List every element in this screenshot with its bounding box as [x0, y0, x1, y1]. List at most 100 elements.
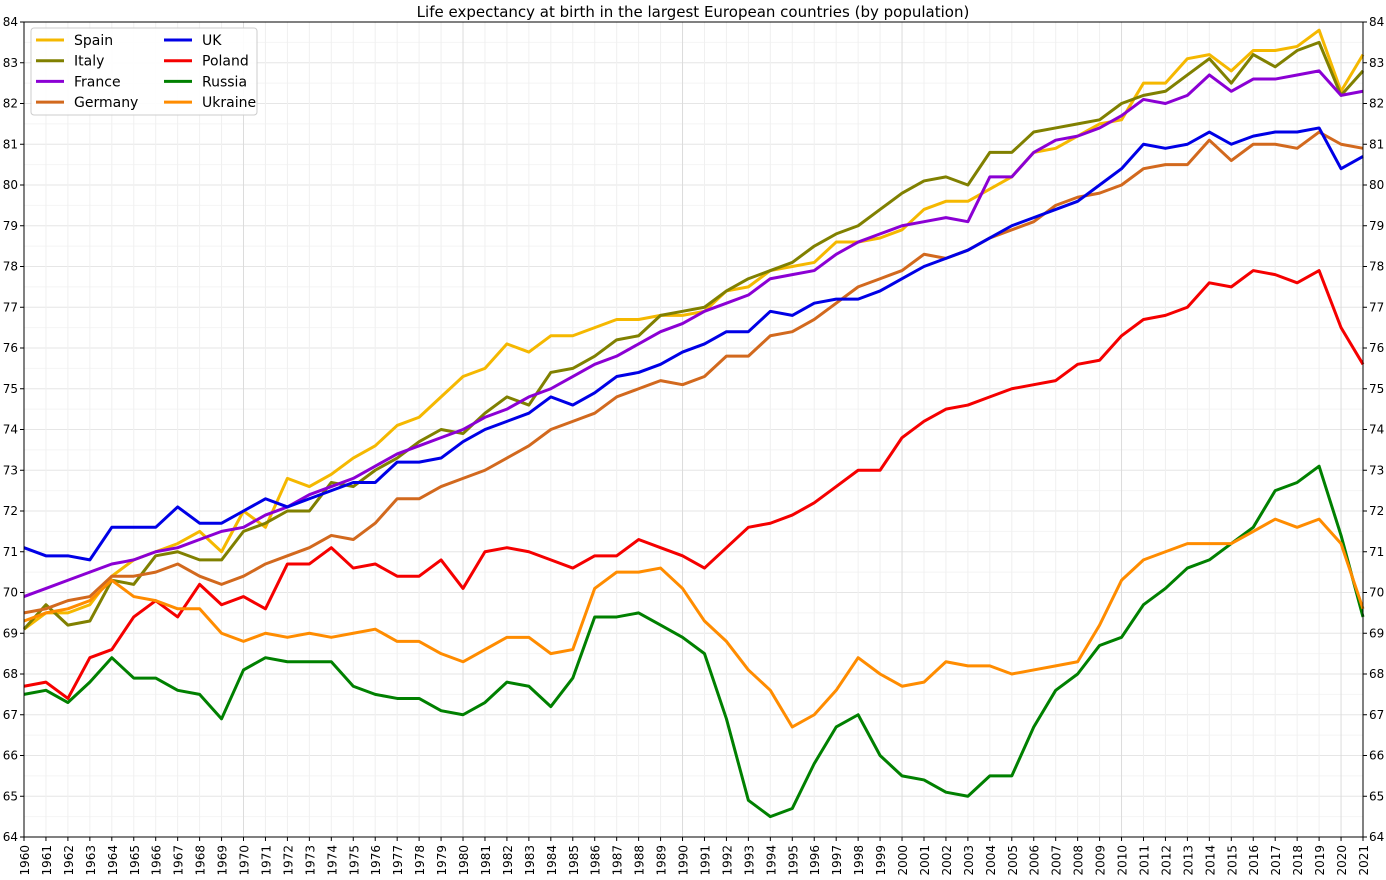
legend-label-ukraine: Ukraine	[202, 95, 256, 111]
x-tick-label: 1996	[808, 845, 822, 876]
legend-label-france: France	[74, 74, 121, 90]
y-tick-label-right: 80	[1369, 178, 1384, 192]
y-tick-label-left: 77	[3, 300, 18, 314]
y-tick-label-right: 79	[1369, 219, 1384, 233]
legend-label-uk: UK	[202, 33, 222, 49]
x-tick-label: 1960	[18, 845, 32, 876]
y-tick-label-right: 64	[1369, 830, 1384, 844]
x-tick-label: 1966	[150, 845, 164, 876]
legend: Spain Italy France Germany UK Poland Russia Ukr…	[30, 27, 258, 116]
x-tick-label: 1975	[347, 845, 361, 876]
legend-label-spain: Spain	[74, 33, 113, 49]
y-tick-label-right: 75	[1369, 382, 1384, 396]
x-tick-label: 2017	[1269, 845, 1283, 876]
x-tick-label: 1995	[786, 845, 800, 876]
y-tick-label-right: 74	[1369, 423, 1384, 437]
x-tick-label: 1978	[413, 845, 427, 876]
series-line-germany	[23, 130, 1364, 615]
x-tick-label: 1985	[567, 845, 581, 876]
y-tick-label-left: 80	[3, 178, 18, 192]
x-tick-label: 1972	[281, 845, 295, 876]
x-tick-label: 1982	[501, 845, 515, 876]
x-tick-label: 1989	[655, 845, 669, 876]
x-tick-label: 1997	[830, 845, 844, 876]
x-tick-label: 1968	[194, 845, 208, 876]
x-tick-label: 1990	[677, 845, 691, 876]
y-tick-label-right: 77	[1369, 300, 1384, 314]
y-tick-label-right: 81	[1369, 137, 1384, 151]
x-tick-label: 2020	[1335, 845, 1349, 876]
x-tick-label: 1980	[457, 845, 471, 876]
y-tick-label-right: 68	[1369, 667, 1384, 681]
y-tick-label-right: 65	[1369, 789, 1384, 803]
x-tick-label: 1983	[523, 845, 537, 876]
x-tick-label: 1967	[172, 845, 186, 876]
y-tick-label-left: 76	[3, 341, 18, 355]
x-tick-label: 2008	[1072, 845, 1086, 876]
y-tick-label-left: 74	[3, 423, 18, 437]
y-tick-label-left: 65	[3, 789, 18, 803]
y-tick-label-left: 78	[3, 260, 18, 274]
x-tick-label: 2004	[984, 845, 998, 876]
y-tick-label-right: 76	[1369, 341, 1384, 355]
y-tick-label-left: 84	[3, 15, 18, 29]
x-tick-label: 1974	[325, 845, 339, 876]
y-tick-label-left: 72	[3, 504, 18, 518]
grid	[23, 21, 1364, 838]
series-line-ukraine	[23, 517, 1365, 729]
x-tick-label: 2016	[1247, 845, 1261, 876]
legend-label-poland: Poland	[202, 54, 249, 70]
axes: 64 64 65 65 66 66 67 67 68 68 69 69 70 70 71 71 72 72 73 73…	[3, 15, 1385, 876]
y-tick-label-left: 70	[3, 586, 18, 600]
x-tick-label: 2014	[1203, 845, 1217, 876]
y-tick-label-right: 82	[1369, 97, 1384, 111]
x-tick-label: 1981	[479, 845, 493, 876]
x-tick-label: 1962	[62, 845, 76, 876]
series-line-russia	[23, 464, 1365, 819]
x-tick-label: 2009	[1094, 845, 1108, 876]
legend-label-italy: Italy	[74, 54, 104, 70]
y-tick-label-left: 69	[3, 626, 18, 640]
x-tick-label: 2007	[1050, 845, 1064, 876]
x-tick-label: 2000	[896, 845, 910, 876]
series-line-poland	[23, 269, 1365, 700]
y-tick-label-right: 67	[1369, 708, 1384, 722]
y-tick-label-right: 78	[1369, 260, 1384, 274]
y-tick-label-left: 79	[3, 219, 18, 233]
x-tick-label: 1973	[303, 845, 317, 876]
y-tick-label-left: 66	[3, 749, 18, 763]
x-tick-label: 1976	[369, 845, 383, 876]
chart-title: Life expectancy at birth in the largest …	[417, 3, 970, 21]
y-tick-label-right: 71	[1369, 545, 1384, 559]
x-tick-label: 2015	[1225, 845, 1239, 876]
x-tick-label: 2002	[940, 845, 954, 876]
y-tick-label-left: 73	[3, 463, 18, 477]
y-tick-label-right: 72	[1369, 504, 1384, 518]
x-tick-label: 1998	[852, 845, 866, 876]
x-tick-label: 1992	[720, 845, 734, 876]
x-tick-label: 1961	[40, 845, 54, 876]
x-tick-label: 1987	[611, 845, 625, 876]
x-tick-label: 1977	[391, 845, 405, 876]
x-tick-label: 2018	[1291, 845, 1305, 876]
x-tick-label: 2005	[1006, 845, 1020, 876]
series-line-italy	[22, 40, 1365, 631]
y-tick-label-right: 69	[1369, 626, 1384, 640]
x-tick-label: 1993	[742, 845, 756, 876]
series-lines	[22, 28, 1365, 819]
x-tick-label: 2021	[1357, 845, 1371, 876]
x-tick-label: 2013	[1181, 845, 1195, 876]
x-tick-label: 1986	[589, 845, 603, 876]
y-tick-label-left: 64	[3, 830, 18, 844]
x-tick-label: 2012	[1159, 845, 1173, 876]
legend-box	[30, 27, 258, 116]
y-tick-label-left: 83	[3, 56, 18, 70]
series-line-france	[23, 69, 1364, 598]
y-tick-label-right: 83	[1369, 56, 1384, 70]
x-tick-label: 1999	[874, 845, 888, 876]
y-tick-label-left: 71	[3, 545, 18, 559]
x-tick-label: 1964	[106, 845, 120, 876]
x-tick-label: 1963	[84, 845, 98, 876]
x-tick-label: 2019	[1313, 845, 1327, 876]
